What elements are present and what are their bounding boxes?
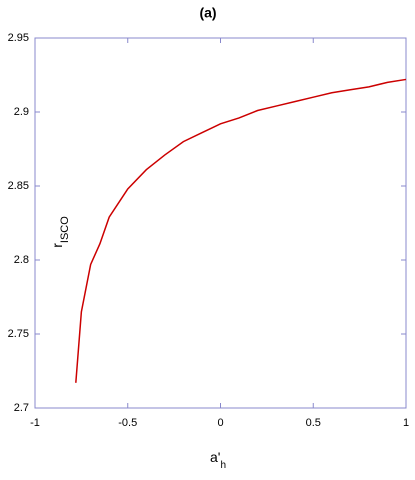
y-axis-label: rISCO: [49, 216, 71, 248]
x-tick-label: 0: [217, 417, 223, 429]
chart-title: (a): [199, 5, 216, 21]
plot-frame: [34, 37, 407, 409]
y-axis-label-main: r: [49, 243, 65, 248]
y-axis-label-sub: ISCO: [59, 216, 71, 243]
y-tick-label: 2.8: [14, 254, 29, 266]
y-tick-label: 2.9: [14, 106, 29, 118]
x-tick-label: 0.5: [306, 417, 321, 429]
y-tick-label: 2.95: [8, 32, 29, 44]
x-axis-label-main: a': [210, 449, 220, 465]
x-tick-label: 1: [403, 417, 409, 429]
line-series: [75, 78, 407, 383]
y-tick-label: 2.75: [8, 328, 29, 340]
x-tick-label: -0.5: [118, 417, 137, 429]
x-axis-label-sub: h: [220, 460, 226, 471]
x-tick-label: -1: [30, 417, 40, 429]
y-tick-label: 2.7: [14, 402, 29, 414]
x-axis-label: a'h: [210, 449, 226, 471]
y-tick-label: 2.85: [8, 180, 29, 192]
